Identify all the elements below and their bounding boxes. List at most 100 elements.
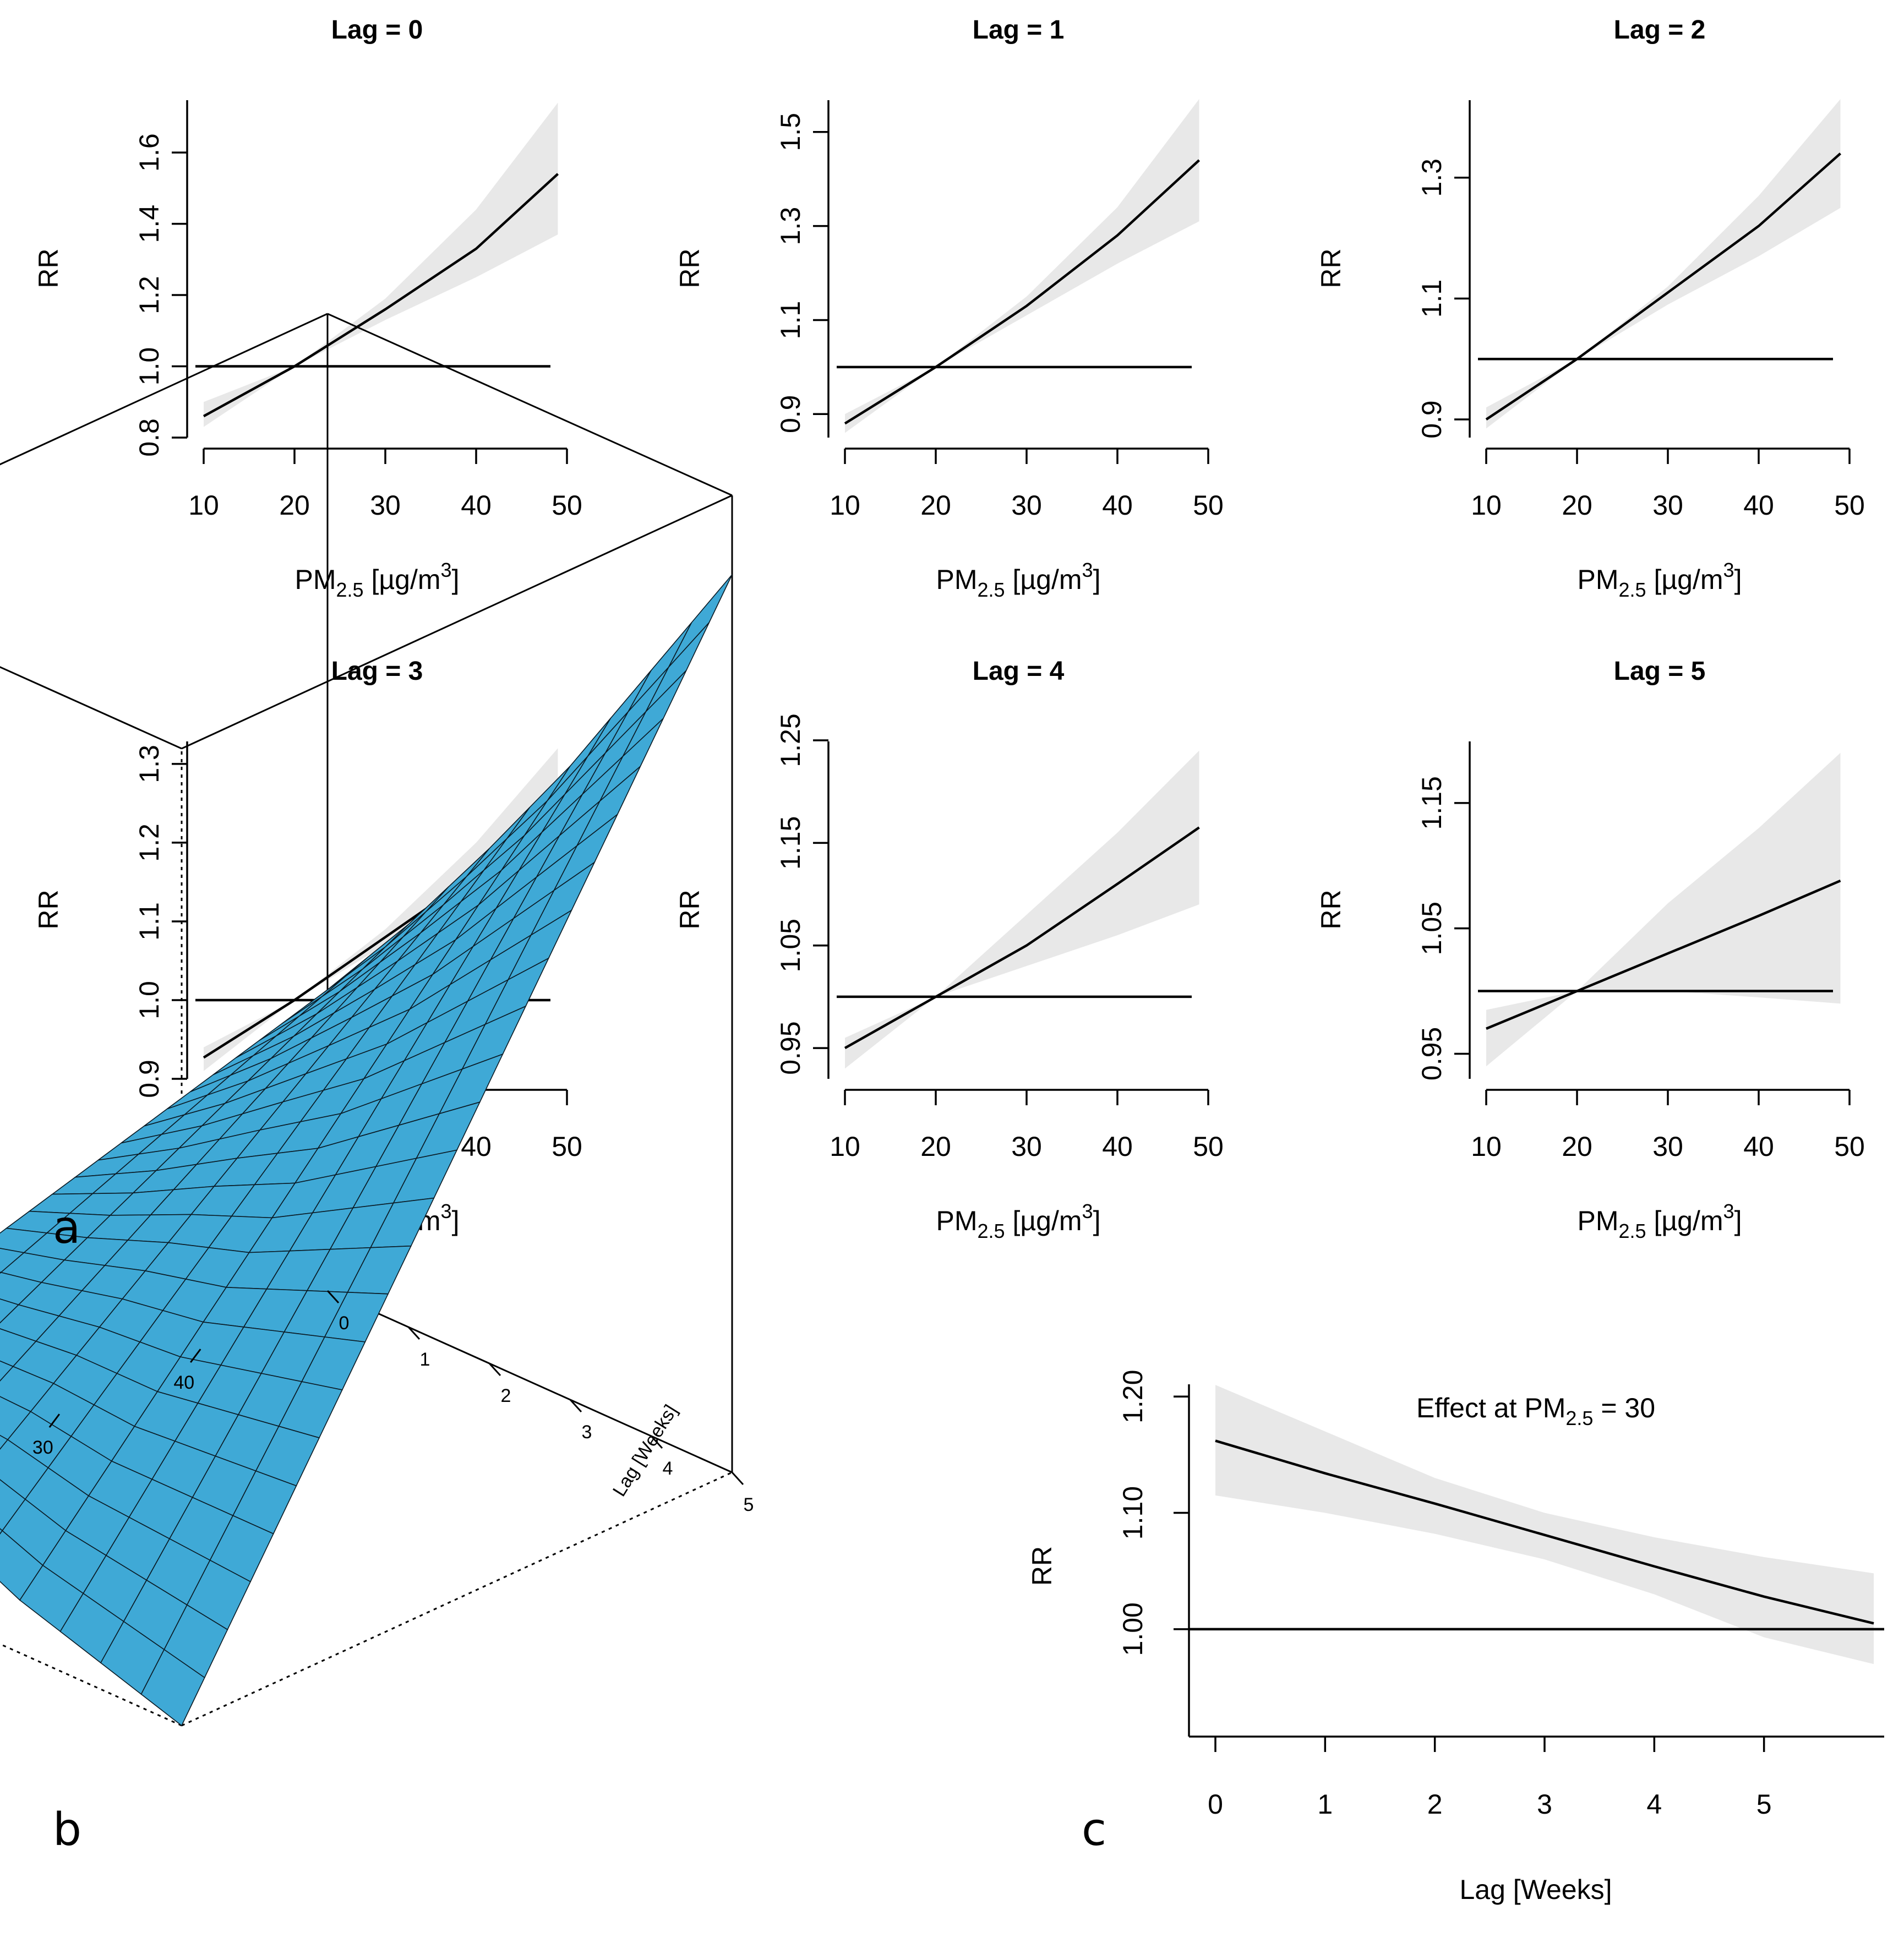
y-tick-label: 1.4	[134, 205, 165, 243]
y-tick-label: 1.2	[134, 823, 165, 862]
rr-curve	[844, 159, 1201, 425]
effect-annotation-rest: = 30	[1593, 1393, 1655, 1423]
lag-tick	[488, 1362, 501, 1377]
effect-annotation-sub: 2.5	[1565, 1407, 1593, 1429]
x-axis-label-end: ]	[1734, 1205, 1742, 1236]
subplot-title: Lag = 2	[1614, 15, 1706, 45]
effect-annotation-main: Effect at PM	[1416, 1393, 1565, 1423]
x-tick-label: 0	[1208, 1789, 1223, 1820]
y-tick-label: 0.9	[775, 395, 806, 434]
x-axis-label: Lag [Weeks]	[1459, 1874, 1612, 1905]
y-axis-label: RR	[1027, 1546, 1057, 1586]
lag-tick-label: 1	[420, 1349, 430, 1370]
lag-tick	[731, 1471, 744, 1486]
x-tick-label: 30	[370, 490, 401, 521]
subplot-lag-0: 10 20 30 40 50 0.8 1.0 1.2 1.4 1.6 RR Lag = 0 PM2.5 …	[33, 15, 582, 601]
box-edge	[181, 494, 733, 750]
x-axis-label-end: ]	[1734, 564, 1742, 595]
rr-curve	[1486, 880, 1841, 1030]
rr-curve	[203, 173, 559, 418]
x-axis-label-sup: 3	[441, 559, 452, 581]
box-edge	[0, 666, 182, 750]
pm-tick	[48, 1413, 61, 1428]
lag-tick	[407, 1326, 421, 1340]
panel-label-a: a	[53, 1202, 80, 1254]
x-axis-label-sub: 2.5	[1619, 578, 1646, 601]
y-tick-label: 0.9	[1416, 400, 1447, 439]
y-tick-label: 1.20	[1117, 1370, 1148, 1423]
x-tick-label: 40	[461, 490, 492, 521]
y-tick-label: 1.3	[134, 745, 165, 783]
x-tick-label: 50	[1834, 1131, 1865, 1162]
lag-tick-label: 2	[501, 1385, 511, 1406]
effect-annotation: Effect at PM2.5 = 30	[1416, 1393, 1655, 1429]
x-tick-label: 5	[1756, 1789, 1772, 1820]
x-tick-label: 50	[1193, 490, 1224, 521]
box-hidden-edge	[181, 1471, 733, 1727]
subplot-title: Lag = 5	[1614, 657, 1706, 686]
rr-curve	[1215, 1439, 1874, 1625]
x-tick-label: 50	[552, 490, 582, 521]
x-axis-label-pm: PM	[295, 564, 336, 595]
confidence-band	[845, 99, 1199, 433]
subplot-lag-4: 10 20 30 40 50 0.95 1.05 1.15 1.25 RR Lag = 4 PM2.5…	[674, 657, 1224, 1242]
y-tick-label: 1.5	[775, 113, 806, 151]
x-axis-label-sub: 2.5	[978, 1220, 1005, 1242]
x-axis-label: PM2.5 [µg/m3]	[1578, 1200, 1742, 1242]
x-axis-label-pm: PM	[1578, 564, 1619, 595]
x-axis-label-unit: [µg/m	[1005, 1205, 1082, 1236]
x-tick-label: 50	[552, 1131, 582, 1162]
subplot-title: Lag = 3	[331, 657, 423, 686]
lag-tick	[650, 1435, 663, 1449]
y-tick-label: 1.1	[775, 301, 806, 340]
x-tick-label: 10	[830, 1131, 860, 1162]
x-axis-label-sup: 3	[441, 1200, 452, 1222]
lag-axis-label: Lag [Weeks]	[609, 1401, 681, 1500]
x-tick-label: 40	[1743, 490, 1774, 521]
confidence-band	[1486, 752, 1841, 1067]
y-tick-label: 0.95	[1416, 1027, 1447, 1080]
x-tick-label: 30	[1652, 490, 1683, 521]
x-axis-label: PM2.5 [µg/m3]	[936, 559, 1101, 601]
y-tick-label: 1.00	[1117, 1602, 1148, 1656]
y-tick-label: 1.1	[134, 902, 165, 941]
lag-tick-label: 5	[744, 1494, 754, 1515]
y-axis-label: RR	[1316, 248, 1346, 288]
x-axis-label-end: ]	[1093, 564, 1101, 595]
y-tick-label: 1.3	[775, 207, 806, 245]
x-axis-label-unit: [µg/m	[1646, 1205, 1723, 1236]
subplot-lag-5: 10 20 30 40 50 0.95 1.05 1.15 RR Lag = 5 PM2.5 [µg…	[1316, 657, 1865, 1242]
confidence-band	[1486, 99, 1841, 429]
x-axis-label: PM2.5 [µg/m3]	[936, 1200, 1101, 1242]
y-tick-label: 1.2	[134, 276, 165, 314]
surface-facet	[668, 574, 733, 668]
x-tick-label: 30	[1652, 1131, 1683, 1162]
x-tick-label: 30	[1011, 490, 1042, 521]
x-tick-label: 10	[830, 490, 860, 521]
y-axis-label: RR	[1316, 889, 1346, 929]
x-axis-label-end: ]	[452, 1205, 460, 1236]
y-tick-label: 1.10	[1117, 1486, 1148, 1540]
x-tick-label: 40	[1102, 1131, 1133, 1162]
x-axis-label-sup: 3	[1082, 1200, 1093, 1222]
pm-tick-label: 40	[173, 1372, 194, 1393]
panel-label-b: b	[53, 1804, 81, 1856]
y-tick-label: 1.15	[1416, 776, 1447, 829]
panel-label-c: c	[1082, 1804, 1106, 1856]
x-axis-label-unit: [µg/m	[1646, 564, 1723, 595]
y-axis-label: RR	[674, 248, 705, 288]
x-tick-label: 10	[1471, 490, 1502, 521]
x-axis-label-pm: PM	[936, 564, 978, 595]
x-tick-label: 10	[1471, 1131, 1502, 1162]
y-tick-label: 1.25	[775, 713, 806, 767]
x-axis-label: PM2.5 [µg/m3]	[295, 559, 460, 601]
x-axis-label-end: ]	[452, 564, 460, 595]
x-tick-label: 20	[1562, 1131, 1592, 1162]
subplot-title: Lag = 4	[973, 657, 1065, 686]
subplot-lag-1: 10 20 30 40 50 0.9 1.1 1.3 1.5 RR Lag = 1 PM2.5 [µg…	[674, 15, 1224, 601]
x-tick-label: 40	[461, 1131, 492, 1162]
x-tick-label: 30	[1011, 1131, 1042, 1162]
y-tick-label: 1.0	[134, 347, 165, 386]
lag-tick-label: 0	[339, 1313, 350, 1334]
